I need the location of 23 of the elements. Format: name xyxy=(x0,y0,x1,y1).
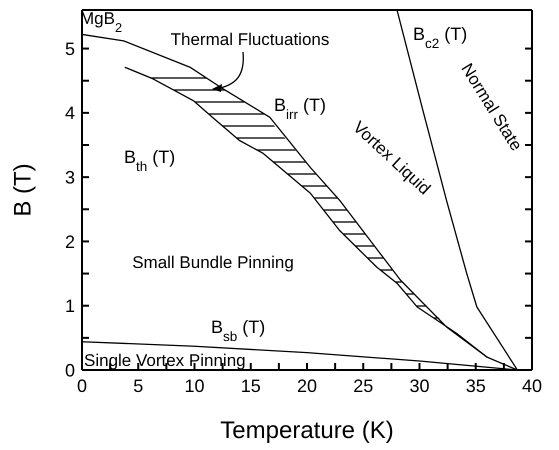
x-axis-title: Temperature (K) xyxy=(220,417,394,444)
x-tick-label: 25 xyxy=(353,376,374,396)
x-tick-label: 10 xyxy=(184,376,205,396)
x-tick-label: 5 xyxy=(133,376,144,396)
text: B$_{th}$ (T) xyxy=(124,147,176,174)
annotation: Small Bundle Pinning xyxy=(132,253,294,272)
series-label: B$_{irr}$ (T) xyxy=(274,95,326,122)
x-tick-label: 20 xyxy=(296,376,318,396)
series-label: B$_{sb}$ (T) xyxy=(211,317,266,344)
x-tick-label: 40 xyxy=(522,376,542,396)
annotation: Single Vortex Pinning xyxy=(84,351,246,370)
x-tick-label: 15 xyxy=(240,376,261,396)
y-tick-label: 4 xyxy=(64,103,75,124)
y-axis-title: B (T) xyxy=(10,163,37,217)
y-tick-label: 1 xyxy=(64,296,75,316)
y-tick-label: 5 xyxy=(64,38,75,59)
y-tick-label: 0 xyxy=(64,360,75,380)
y-tick-label: 2 xyxy=(64,232,75,252)
x-tick-label: 30 xyxy=(409,376,430,396)
series-label: B$_{c2}$ (T) xyxy=(413,24,468,50)
x-tick-label: 35 xyxy=(466,376,486,396)
y-tick-label: 3 xyxy=(64,168,75,188)
annotation: Thermal Fluctuations xyxy=(170,30,330,49)
